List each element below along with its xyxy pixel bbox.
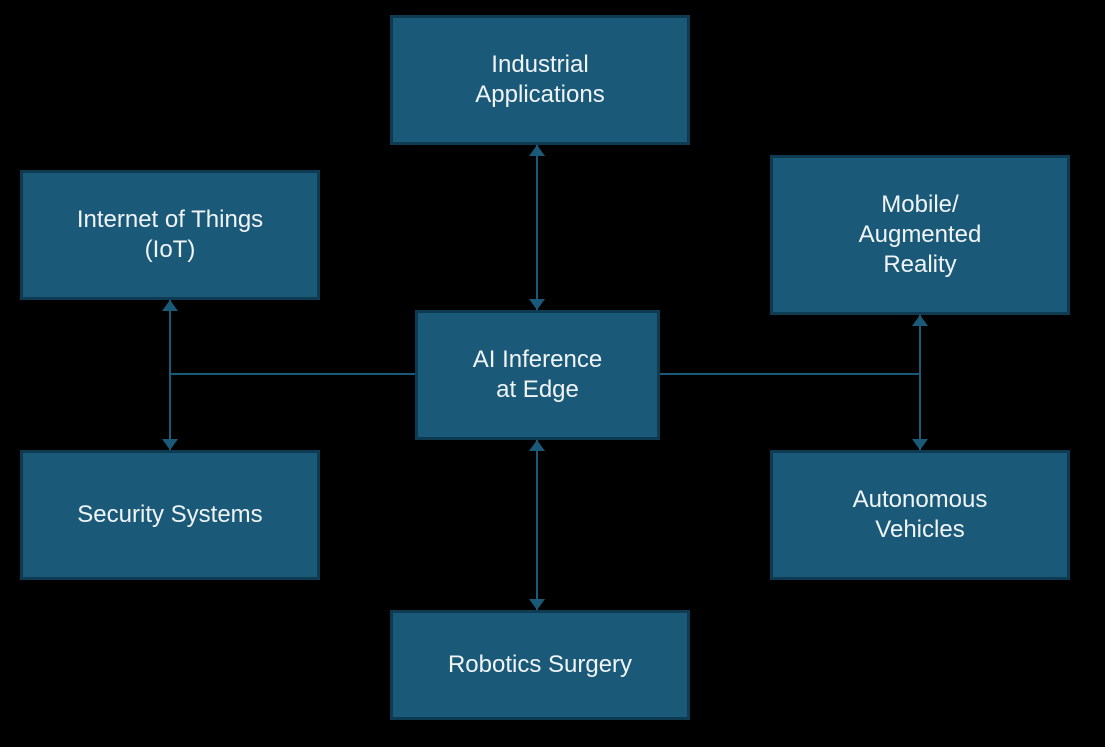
node-left_up: Internet of Things (IoT) — [20, 170, 320, 300]
connector-line — [170, 373, 415, 375]
node-right_up: Mobile/ Augmented Reality — [770, 155, 1070, 315]
connector-line — [660, 373, 920, 375]
arrowhead-icon — [912, 439, 928, 450]
node-left_dn: Security Systems — [20, 450, 320, 580]
arrowhead-icon — [529, 299, 545, 310]
arrowhead-icon — [529, 440, 545, 451]
node-bottom: Robotics Surgery — [390, 610, 690, 720]
node-right_dn: Autonomous Vehicles — [770, 450, 1070, 580]
node-top: Industrial Applications — [390, 15, 690, 145]
connector-line — [169, 300, 171, 450]
arrowhead-icon — [162, 300, 178, 311]
connector-line — [536, 440, 538, 610]
arrowhead-icon — [529, 599, 545, 610]
diagram-canvas: AI Inference at Edge Industrial Applicati… — [0, 0, 1105, 747]
arrowhead-icon — [912, 315, 928, 326]
connector-line — [536, 145, 538, 310]
connector-line — [919, 315, 921, 450]
node-center: AI Inference at Edge — [415, 310, 660, 440]
arrowhead-icon — [529, 145, 545, 156]
arrowhead-icon — [162, 439, 178, 450]
